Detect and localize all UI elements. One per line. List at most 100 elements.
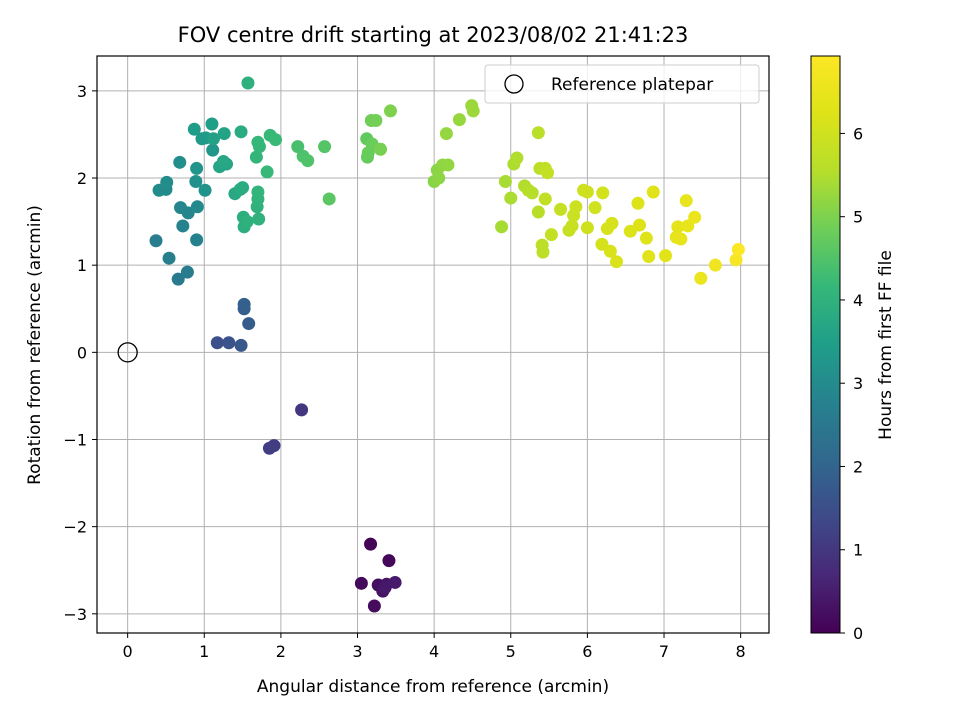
data-point <box>205 117 219 131</box>
data-point <box>681 219 695 233</box>
data-point <box>236 181 250 195</box>
y-tick-label: −3 <box>63 605 87 624</box>
data-point <box>623 224 637 238</box>
data-point <box>708 258 722 272</box>
chart-title: FOV centre drift starting at 2023/08/02 … <box>178 23 689 47</box>
data-point <box>525 186 539 200</box>
legend: Reference platepar <box>484 64 760 104</box>
data-point <box>378 581 392 595</box>
data-point <box>646 185 660 199</box>
data-point <box>242 317 256 331</box>
x-tick-label: 1 <box>199 642 209 661</box>
colorbar-tick-label: 6 <box>853 124 863 143</box>
x-tick-label: 3 <box>352 642 362 661</box>
colorbar-tick-label: 5 <box>853 208 863 227</box>
y-axis-ticks: −3 −2 −1 0 1 2 3 <box>63 82 97 624</box>
colorbar-tick-label: 3 <box>853 374 863 393</box>
data-point <box>322 192 336 206</box>
data-point <box>295 403 309 417</box>
reference-platepar-marker <box>117 342 138 363</box>
y-tick-label: −1 <box>63 431 87 450</box>
data-point <box>671 220 685 234</box>
data-point <box>588 201 602 215</box>
data-point <box>237 297 251 311</box>
grid-lines <box>97 56 769 633</box>
legend-entry-reference-platepar: Reference platepar <box>551 75 713 95</box>
data-point <box>364 537 378 551</box>
x-tick-label: 8 <box>736 642 746 661</box>
data-point <box>367 599 381 613</box>
data-point <box>162 251 176 265</box>
data-point <box>382 554 396 568</box>
data-point <box>234 338 248 352</box>
colorbar-tick-label: 0 <box>853 624 863 643</box>
data-point <box>251 135 265 149</box>
data-point <box>639 231 653 245</box>
data-point <box>441 158 455 172</box>
data-point <box>206 143 220 157</box>
data-point <box>190 161 204 175</box>
data-point <box>171 272 185 286</box>
data-point <box>189 175 203 189</box>
data-point <box>659 249 673 263</box>
data-point <box>190 200 204 214</box>
data-point <box>531 126 545 140</box>
data-point <box>240 215 254 229</box>
y-tick-label: 3 <box>77 82 87 101</box>
data-point <box>679 194 693 208</box>
data-point <box>260 165 274 179</box>
data-point <box>580 185 594 199</box>
plot-frame <box>96 55 770 634</box>
data-point <box>190 233 204 247</box>
data-point <box>374 142 388 156</box>
legend-box <box>484 64 760 104</box>
data-point <box>180 265 194 279</box>
data-point <box>217 127 231 141</box>
data-point <box>603 244 617 258</box>
data-point <box>234 125 248 139</box>
data-point <box>249 150 263 164</box>
y-tick-label: 2 <box>77 169 87 188</box>
data-point <box>301 154 315 168</box>
data-point <box>538 192 552 206</box>
data-point <box>565 219 579 233</box>
data-point <box>466 104 480 118</box>
colorbar-tick-label: 4 <box>853 291 863 310</box>
x-tick-label: 7 <box>659 642 669 661</box>
data-point <box>541 166 555 180</box>
data-point <box>674 232 688 246</box>
data-point <box>160 175 174 189</box>
data-point <box>149 234 163 248</box>
data-point <box>731 242 745 256</box>
data-point <box>544 228 558 242</box>
y-tick-label: 0 <box>77 343 87 362</box>
data-point <box>173 155 187 169</box>
data-point <box>291 140 305 154</box>
data-point <box>354 576 368 590</box>
data-point <box>369 113 383 127</box>
data-point <box>536 245 550 259</box>
colorbar: 0 1 2 3 4 5 6 Hours from first FF file <box>810 55 896 643</box>
colorbar-tick-label: 1 <box>853 541 863 560</box>
data-point <box>495 220 509 234</box>
data-point <box>383 104 397 118</box>
data-point <box>198 183 212 197</box>
colorbar-ticks: 0 1 2 3 4 5 6 <box>840 124 863 643</box>
data-point <box>262 441 276 455</box>
data-point <box>694 271 708 285</box>
data-point <box>241 76 255 90</box>
data-point <box>252 212 266 226</box>
data-point <box>605 216 619 230</box>
data-point <box>569 200 583 214</box>
data-point <box>596 186 610 200</box>
data-point <box>531 205 545 219</box>
data-point <box>504 191 518 205</box>
data-point <box>432 171 446 185</box>
data-point <box>269 133 283 147</box>
data-point <box>222 336 236 350</box>
legend-open-circle-icon <box>504 74 524 94</box>
colorbar-tick-label: 2 <box>853 457 863 476</box>
x-axis-label: Angular distance from reference (arcmin) <box>257 677 609 697</box>
data-point <box>206 132 220 146</box>
